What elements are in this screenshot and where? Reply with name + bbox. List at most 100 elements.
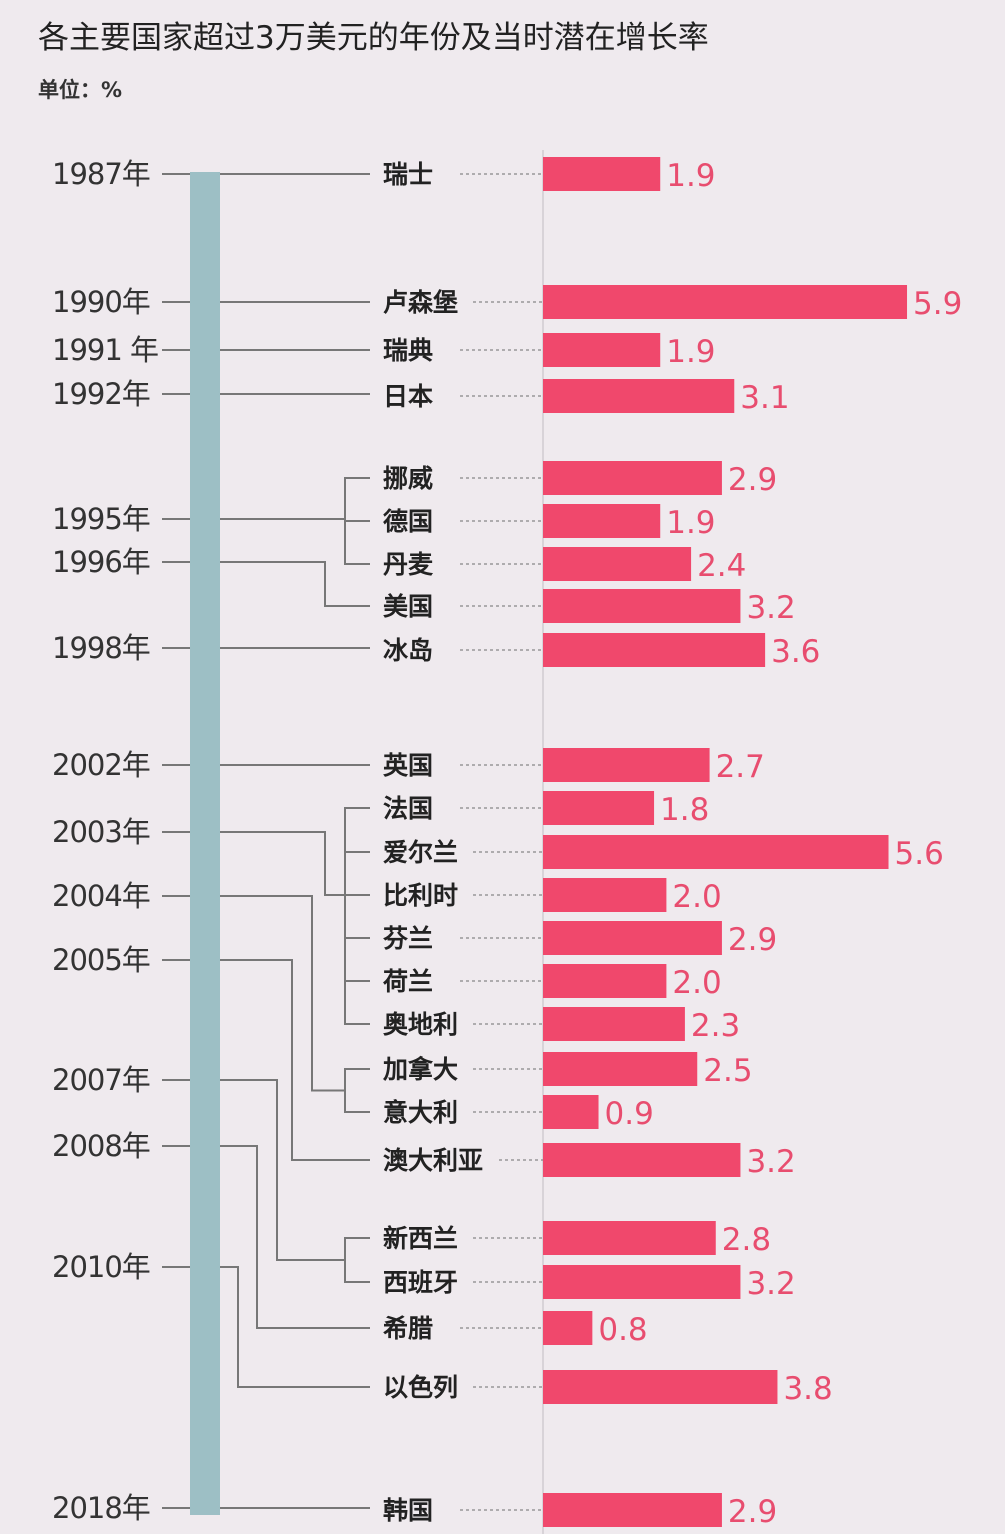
bar bbox=[543, 1143, 741, 1177]
value-label: 5.6 bbox=[895, 836, 944, 872]
country-label: 日本 bbox=[383, 382, 433, 411]
value-label: 2.8 bbox=[722, 1222, 771, 1258]
country-label: 挪威 bbox=[383, 464, 433, 493]
timeline-rail bbox=[190, 172, 220, 1515]
value-label: 0.9 bbox=[605, 1096, 654, 1132]
bar bbox=[543, 748, 710, 782]
year-label: 2003年 bbox=[52, 815, 150, 849]
bar bbox=[543, 1007, 685, 1041]
year-label: 1987年 bbox=[52, 157, 150, 191]
country-label: 荷兰 bbox=[383, 967, 433, 996]
value-label: 2.9 bbox=[728, 462, 777, 498]
year-connector bbox=[220, 895, 345, 1092]
value-label: 3.2 bbox=[746, 1266, 795, 1302]
year-label: 2010年 bbox=[52, 1250, 150, 1284]
year-label: 1992年 bbox=[52, 377, 150, 411]
country-label: 瑞典 bbox=[383, 336, 433, 365]
bar bbox=[543, 1493, 722, 1527]
value-label: 2.9 bbox=[728, 922, 777, 958]
value-label: 2.7 bbox=[716, 749, 765, 785]
bar bbox=[543, 589, 741, 623]
country-label: 澳大利亚 bbox=[383, 1146, 483, 1175]
year-label: 1990年 bbox=[52, 285, 150, 319]
value-label: 1.9 bbox=[666, 158, 715, 194]
bar bbox=[543, 791, 655, 825]
value-label: 3.2 bbox=[746, 590, 795, 626]
country-label: 比利时 bbox=[383, 881, 458, 910]
country-label: 法国 bbox=[383, 794, 433, 823]
country-label: 瑞士 bbox=[383, 160, 433, 189]
bar bbox=[543, 1265, 741, 1299]
country-label: 意大利 bbox=[383, 1098, 458, 1127]
bar bbox=[543, 1052, 698, 1086]
country-label: 爱尔兰 bbox=[383, 838, 458, 867]
bar bbox=[543, 504, 661, 538]
value-label: 1.9 bbox=[666, 334, 715, 370]
country-label: 卢森堡 bbox=[383, 288, 458, 317]
country-label: 希腊 bbox=[383, 1314, 433, 1343]
year-connector bbox=[220, 831, 345, 896]
unit-label: 单位：% bbox=[38, 78, 123, 102]
bar bbox=[543, 379, 735, 413]
group-bracket bbox=[344, 1068, 370, 1113]
bar bbox=[543, 1221, 716, 1255]
country-label: 芬兰 bbox=[383, 924, 433, 953]
value-label: 3.8 bbox=[783, 1371, 832, 1407]
country-label: 西班牙 bbox=[383, 1268, 458, 1297]
year-connector bbox=[220, 561, 370, 607]
country-label: 丹麦 bbox=[383, 550, 434, 579]
country-label: 美国 bbox=[383, 592, 433, 621]
bar bbox=[543, 921, 722, 955]
country-label: 奥地利 bbox=[383, 1010, 458, 1039]
country-label: 加拿大 bbox=[382, 1055, 458, 1084]
country-label: 韩国 bbox=[383, 1496, 433, 1525]
bar bbox=[543, 333, 661, 367]
value-label: 0.8 bbox=[598, 1312, 647, 1348]
bar bbox=[543, 633, 766, 667]
bar bbox=[543, 964, 667, 998]
bar bbox=[543, 878, 667, 912]
group-bracket bbox=[344, 1237, 370, 1283]
value-label: 2.5 bbox=[703, 1053, 752, 1089]
year-label: 2008年 bbox=[52, 1129, 150, 1163]
year-connector bbox=[220, 1145, 370, 1329]
year-label: 2018年 bbox=[52, 1491, 150, 1525]
country-label: 以色列 bbox=[383, 1373, 458, 1402]
value-label: 2.0 bbox=[672, 965, 721, 1001]
year-label: 1998年 bbox=[52, 631, 150, 665]
year-connector bbox=[220, 1266, 370, 1388]
value-label: 2.0 bbox=[672, 879, 721, 915]
year-label: 2005年 bbox=[52, 943, 150, 977]
value-label: 5.9 bbox=[913, 286, 962, 322]
year-label: 1996年 bbox=[52, 545, 150, 579]
bar bbox=[543, 835, 889, 869]
group-bracket bbox=[344, 807, 370, 1025]
bar bbox=[543, 1311, 593, 1345]
value-label: 2.9 bbox=[728, 1494, 777, 1530]
year-label: 2004年 bbox=[52, 879, 150, 913]
value-label: 1.9 bbox=[666, 505, 715, 541]
year-label: 1991 年 bbox=[52, 333, 158, 367]
country-label: 新西兰 bbox=[383, 1224, 458, 1253]
country-label: 英国 bbox=[383, 751, 433, 780]
value-label: 3.6 bbox=[771, 634, 820, 670]
bar bbox=[543, 547, 692, 581]
year-connector bbox=[220, 1079, 345, 1261]
bar bbox=[543, 1095, 599, 1129]
value-label: 2.3 bbox=[691, 1008, 740, 1044]
value-label: 1.8 bbox=[660, 792, 709, 828]
country-label: 冰岛 bbox=[383, 636, 433, 665]
bar bbox=[543, 285, 908, 319]
bar bbox=[543, 157, 661, 191]
year-label: 2007年 bbox=[52, 1063, 150, 1097]
value-label: 3.2 bbox=[746, 1144, 795, 1180]
year-connector bbox=[220, 959, 370, 1161]
country-label: 德国 bbox=[383, 507, 433, 536]
bar bbox=[543, 461, 722, 495]
year-label: 1995年 bbox=[52, 502, 150, 536]
value-label: 2.4 bbox=[697, 548, 746, 584]
value-label: 3.1 bbox=[740, 380, 789, 416]
bar bbox=[543, 1370, 778, 1404]
year-label: 2002年 bbox=[52, 748, 150, 782]
